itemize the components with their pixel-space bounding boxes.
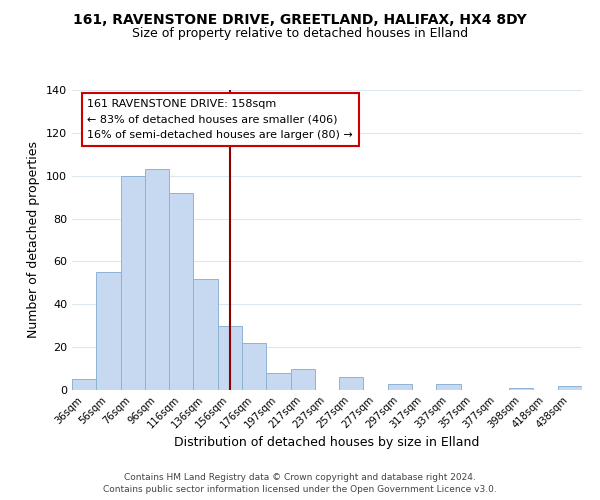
Bar [218,326,242,390]
X-axis label: Distribution of detached houses by size in Elland: Distribution of detached houses by size … [175,436,479,449]
Text: Contains HM Land Registry data © Crown copyright and database right 2024.: Contains HM Land Registry data © Crown c… [124,472,476,482]
Y-axis label: Number of detached properties: Number of detached properties [28,142,40,338]
Text: 161 RAVENSTONE DRIVE: 158sqm
← 83% of detached houses are smaller (406)
16% of s: 161 RAVENSTONE DRIVE: 158sqm ← 83% of de… [88,99,353,140]
Bar [290,368,315,390]
Bar [436,384,461,390]
Bar [121,176,145,390]
Bar [96,272,121,390]
Bar [193,278,218,390]
Text: Contains public sector information licensed under the Open Government Licence v3: Contains public sector information licen… [103,485,497,494]
Bar [242,343,266,390]
Bar [145,170,169,390]
Text: 161, RAVENSTONE DRIVE, GREETLAND, HALIFAX, HX4 8DY: 161, RAVENSTONE DRIVE, GREETLAND, HALIFA… [73,12,527,26]
Text: Size of property relative to detached houses in Elland: Size of property relative to detached ho… [132,28,468,40]
Bar [169,193,193,390]
Bar [266,373,290,390]
Bar [509,388,533,390]
Bar [72,380,96,390]
Bar [558,386,582,390]
Bar [388,384,412,390]
Bar [339,377,364,390]
